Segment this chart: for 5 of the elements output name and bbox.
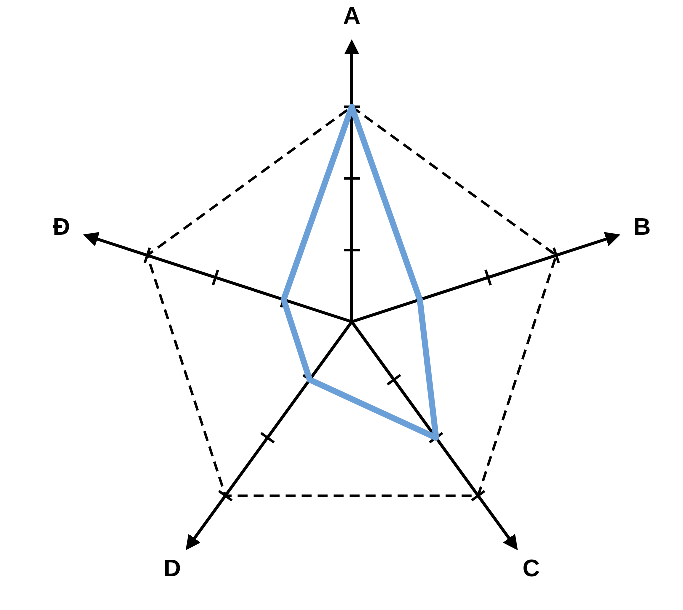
spoke-label: B	[634, 214, 652, 242]
spoke-label: D	[164, 555, 182, 582]
spoke-label: A	[343, 3, 361, 30]
spoke-label: C	[522, 555, 540, 582]
spoke-label: Đ	[52, 214, 70, 242]
